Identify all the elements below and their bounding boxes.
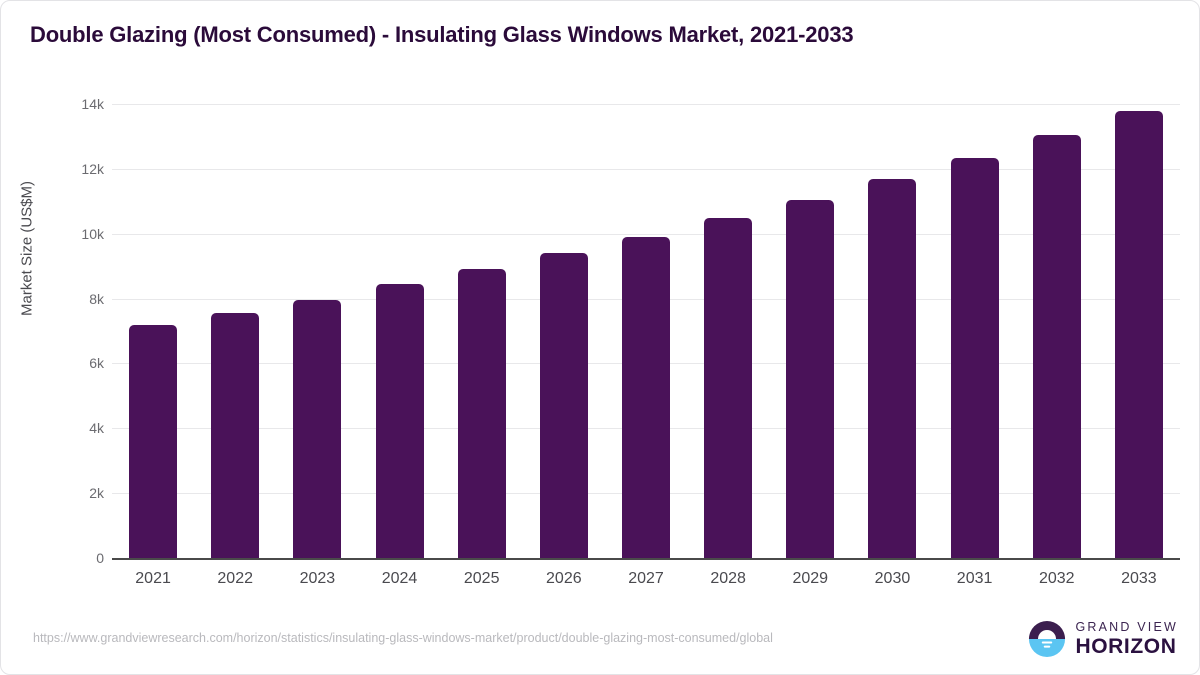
brand-logo: GRAND VIEW HORIZON (1028, 620, 1178, 658)
bar[interactable] (786, 199, 835, 558)
bar[interactable] (1114, 111, 1163, 558)
y-axis-tick-labels: 0 2k 4k 6k 8k 10k 12k 14k (42, 96, 104, 566)
bar[interactable] (457, 269, 506, 558)
bar-slot (194, 104, 276, 558)
bar-series (112, 104, 1180, 558)
grand-view-horizon-logo-icon (1029, 620, 1066, 658)
bar[interactable] (293, 300, 342, 558)
y-tick-label: 6k (89, 355, 104, 372)
bar[interactable] (129, 324, 178, 558)
x-tick-label: 2021 (135, 570, 171, 587)
bar-slot (769, 104, 851, 558)
logo-line-2: HORIZON (1075, 635, 1177, 659)
bar-slot (687, 104, 769, 558)
bar-slot (1016, 104, 1098, 558)
bar-slot (605, 104, 687, 558)
bar[interactable] (1032, 135, 1081, 558)
x-tick-label: 2025 (463, 570, 500, 587)
x-tick-label: 2030 (874, 570, 911, 587)
source-url[interactable]: https://www.grandviewresearch.com/horizo… (33, 631, 773, 645)
bar[interactable] (704, 217, 753, 558)
y-tick-label: 8k (89, 290, 104, 307)
bar[interactable] (539, 253, 588, 558)
y-tick-label: 12k (81, 160, 104, 177)
x-tick-label: 2023 (299, 570, 336, 587)
bar-slot (276, 104, 358, 558)
page-title: Double Glazing (Most Consumed) - Insulat… (30, 22, 854, 47)
bar-slot (441, 104, 523, 558)
gridline (112, 104, 1180, 105)
x-axis-tick-labels: 2021 2022 2023 2024 2025 2026 2027 2028 2029 2030… (112, 570, 1180, 596)
logo-wordmark: GRAND VIEW HORIZON (1075, 621, 1178, 658)
y-tick-label: 10k (81, 225, 104, 242)
bar[interactable] (211, 313, 260, 558)
x-tick-label: 2031 (956, 570, 993, 587)
y-tick-label: 2k (89, 485, 104, 502)
bar-slot (112, 104, 194, 558)
y-axis-title: Market Size (US$M) (18, 180, 36, 317)
y-tick-label: 0 (96, 550, 104, 566)
bar[interactable] (621, 236, 670, 558)
bar-slot (1098, 104, 1180, 558)
x-tick-label: 2027 (628, 570, 664, 587)
x-tick-label: 2032 (1038, 570, 1075, 587)
bar[interactable] (868, 178, 917, 558)
y-tick-label: 4k (89, 420, 104, 437)
bar[interactable] (950, 157, 999, 558)
bar-slot (358, 104, 440, 558)
logo-line-1: GRAND VIEW (1075, 619, 1178, 634)
x-tick-label: 2024 (381, 570, 418, 587)
x-tick-label: 2026 (546, 570, 582, 587)
x-axis-line (112, 558, 1180, 560)
bar-slot (851, 104, 933, 558)
gridline (112, 233, 1180, 235)
x-tick-label: 2028 (710, 570, 746, 587)
x-tick-label: 2022 (217, 570, 253, 587)
bar-slot (523, 104, 605, 558)
x-tick-label: 2029 (792, 570, 829, 587)
bar[interactable] (375, 283, 424, 558)
bar-slot (934, 104, 1016, 558)
gridline (112, 168, 1180, 170)
x-tick-label: 2033 (1121, 570, 1157, 587)
y-tick-label: 14k (81, 96, 104, 112)
